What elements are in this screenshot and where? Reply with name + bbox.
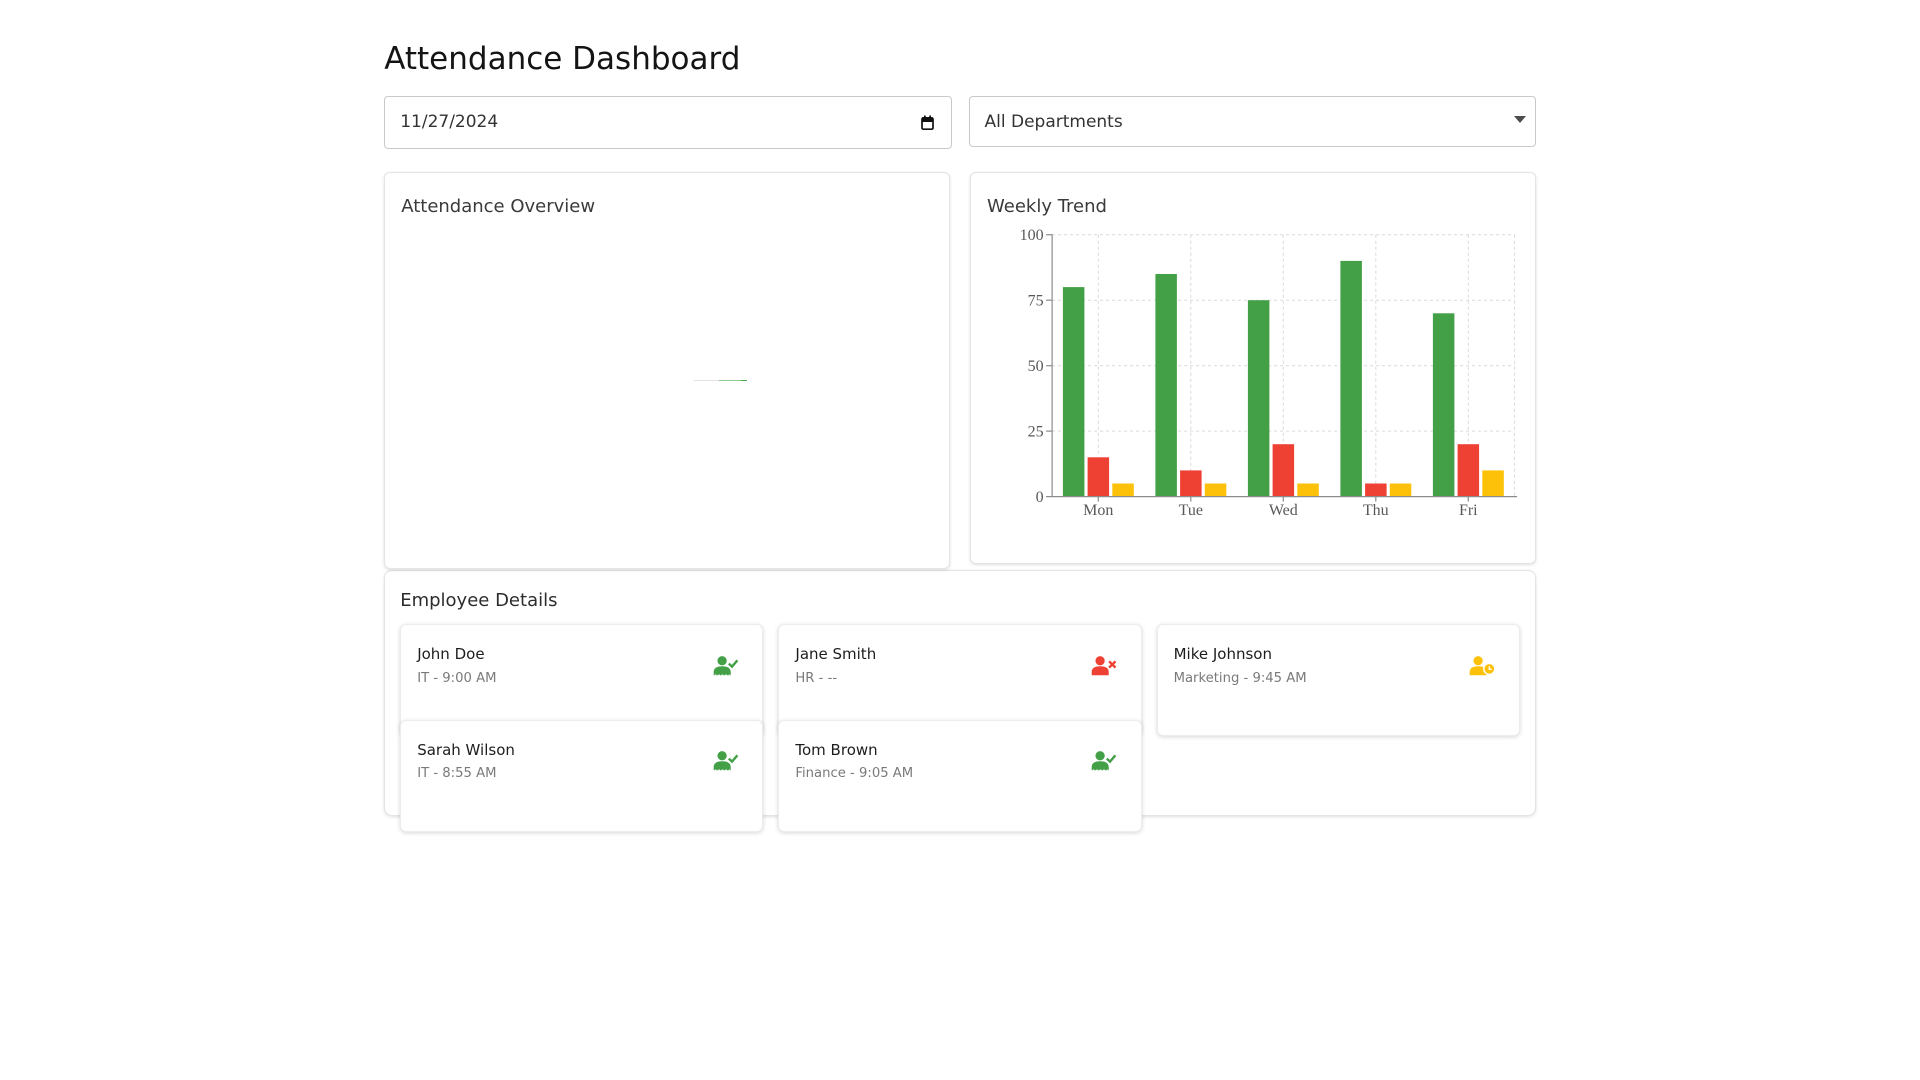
svg-text:Mon: Mon (1083, 502, 1113, 519)
svg-text:Wed: Wed (1269, 502, 1298, 519)
svg-text:100: 100 (1020, 227, 1044, 244)
svg-text:75: 75 (1028, 293, 1044, 310)
svg-text:Fri: Fri (1459, 502, 1478, 519)
svg-text:Thu: Thu (1363, 502, 1389, 519)
svg-text:Tue: Tue (1179, 502, 1203, 519)
svg-text:0: 0 (1036, 489, 1044, 506)
svg-text:25: 25 (1028, 423, 1044, 440)
svg-text:50: 50 (1028, 358, 1044, 375)
